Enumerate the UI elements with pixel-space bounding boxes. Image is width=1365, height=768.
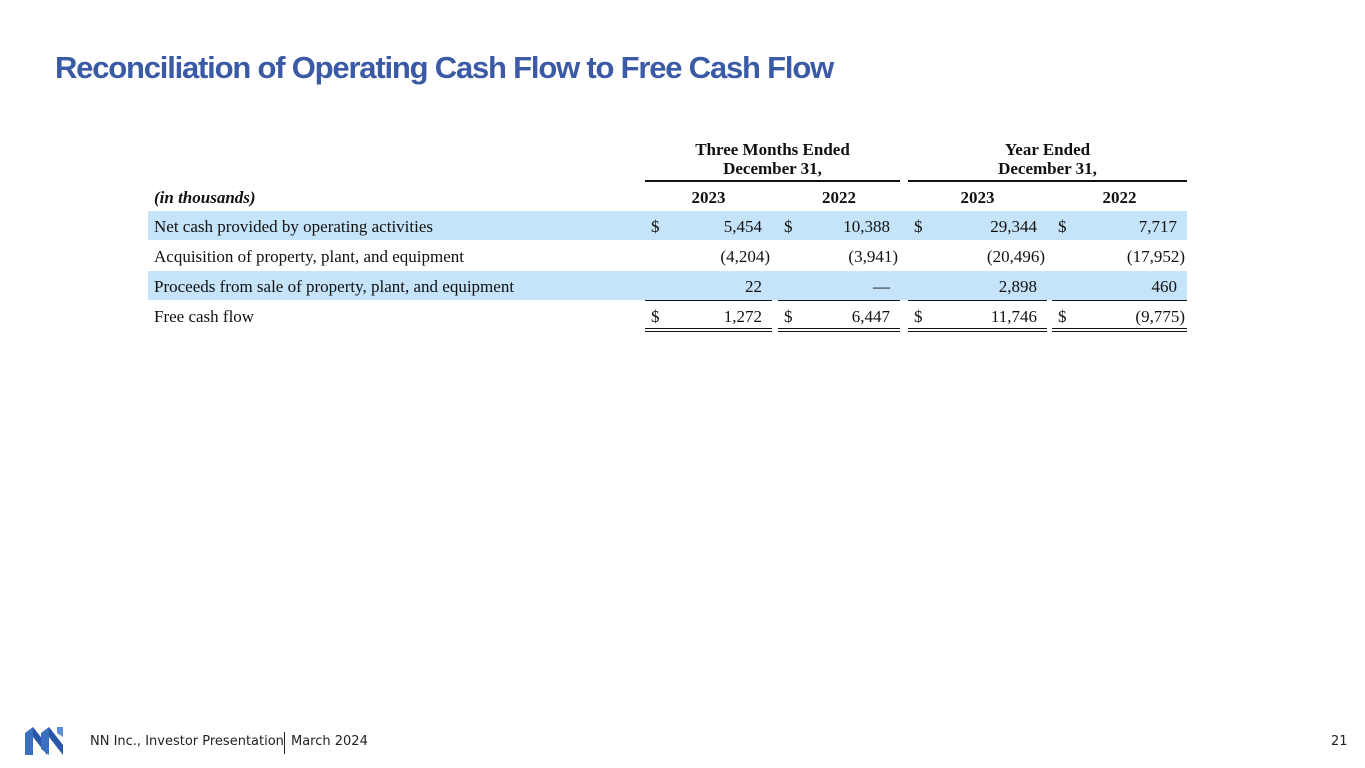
cell-value: (4,204) bbox=[720, 247, 770, 266]
row-label: Acquisition of property, plant, and equi… bbox=[154, 247, 465, 266]
cell-value: 29,344 bbox=[990, 217, 1037, 236]
column-header: 2023 bbox=[960, 188, 995, 207]
page-number: 21 bbox=[1331, 734, 1348, 749]
cell-value: (20,496) bbox=[986, 247, 1045, 266]
rule bbox=[908, 331, 1047, 332]
column-header: 2023 bbox=[691, 188, 726, 207]
unit-label: (in thousands) bbox=[154, 188, 256, 207]
rule bbox=[1052, 300, 1187, 301]
rule bbox=[1052, 328, 1187, 329]
rule bbox=[908, 300, 1047, 301]
row-label: Net cash provided by operating activitie… bbox=[154, 217, 433, 236]
footer-divider bbox=[284, 732, 285, 754]
cell-value: (17,952) bbox=[1126, 247, 1185, 266]
row-highlight bbox=[148, 211, 1187, 240]
currency: $ bbox=[1058, 217, 1067, 236]
cell-value: 460 bbox=[1151, 277, 1178, 296]
rule bbox=[645, 180, 900, 182]
currency: $ bbox=[784, 217, 793, 236]
slide-title: Reconciliation of Operating Cash Flow to… bbox=[55, 50, 834, 85]
rule bbox=[778, 328, 900, 329]
cell-value: 22 bbox=[745, 277, 762, 296]
row-label: Proceeds from sale of property, plant, a… bbox=[154, 277, 515, 296]
rule bbox=[1052, 331, 1187, 332]
rule bbox=[908, 328, 1047, 329]
cell-value: 2,898 bbox=[998, 277, 1037, 296]
currency: $ bbox=[651, 307, 660, 326]
cell-value: 5,454 bbox=[723, 217, 762, 236]
currency: $ bbox=[784, 307, 793, 326]
cell-value: 6,447 bbox=[851, 307, 890, 326]
cell-value: 10,388 bbox=[843, 217, 890, 236]
cell-value: 1,272 bbox=[723, 307, 762, 326]
currency: $ bbox=[1058, 307, 1067, 326]
currency: $ bbox=[914, 307, 923, 326]
group-header: December 31, bbox=[723, 159, 822, 178]
rule bbox=[778, 331, 900, 332]
cell-value: (3,941) bbox=[848, 247, 898, 266]
logo bbox=[25, 727, 63, 755]
cell-value: 7,717 bbox=[1138, 217, 1177, 236]
column-header: 2022 bbox=[1102, 188, 1137, 207]
cell-value: — bbox=[873, 277, 890, 296]
row-label: Free cash flow bbox=[154, 307, 255, 326]
footer-company: NN Inc., Investor Presentation bbox=[90, 734, 284, 749]
currency: $ bbox=[651, 217, 660, 236]
rule bbox=[645, 331, 772, 332]
footer-date: March 2024 bbox=[291, 734, 368, 749]
rule bbox=[645, 300, 772, 301]
column-header: 2022 bbox=[822, 188, 856, 207]
group-header: December 31, bbox=[998, 159, 1097, 178]
rule bbox=[908, 180, 1187, 182]
currency: $ bbox=[914, 217, 923, 236]
group-header: Three Months Ended bbox=[695, 140, 850, 159]
rule bbox=[645, 328, 772, 329]
group-header: Year Ended bbox=[1004, 140, 1091, 159]
cell-value: (9,775) bbox=[1135, 307, 1185, 326]
cell-value: 11,746 bbox=[990, 307, 1037, 326]
rule bbox=[778, 300, 900, 301]
row-highlight bbox=[148, 271, 1187, 300]
